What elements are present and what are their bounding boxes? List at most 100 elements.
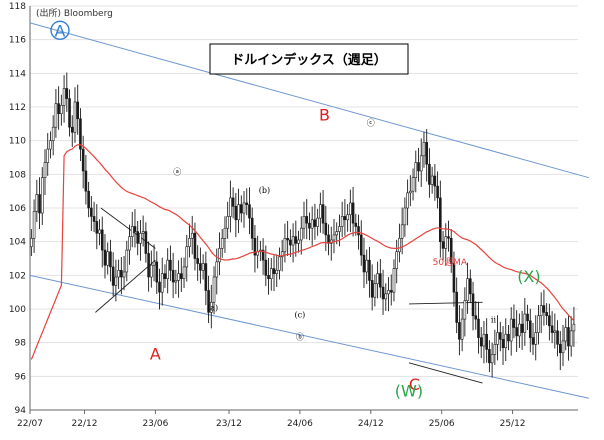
candle-body	[537, 315, 540, 333]
candle-body	[84, 170, 88, 192]
candle-body	[479, 337, 483, 347]
wave-label: (c)	[295, 310, 306, 319]
candle-body	[286, 238, 289, 241]
candle-body	[95, 221, 99, 234]
x-tick-label: 25/06	[429, 419, 455, 429]
wave-label: ii	[491, 315, 497, 324]
y-tick-label: 118	[9, 2, 26, 12]
candle-body	[150, 264, 153, 278]
candle-body	[302, 216, 306, 229]
candle-body	[177, 273, 180, 281]
candle-body	[32, 211, 36, 239]
candle-body	[174, 280, 178, 283]
candle-body	[111, 266, 115, 286]
candle-body	[458, 322, 461, 340]
candle-body	[38, 194, 41, 214]
candle-body	[430, 175, 434, 185]
candle-body	[351, 202, 355, 224]
axes	[29, 6, 578, 414]
candle-body	[539, 305, 543, 317]
candle-body	[234, 206, 238, 221]
triangle-line	[408, 301, 483, 305]
candle-body	[305, 216, 309, 224]
candle-body	[321, 204, 325, 224]
candle-body	[501, 338, 505, 349]
y-tick-label: 110	[9, 137, 26, 147]
y-tick-label: 116	[9, 36, 26, 46]
candle-body	[335, 231, 339, 236]
y-tick-label: 114	[9, 69, 26, 79]
candle-body	[73, 101, 77, 133]
candle-body	[231, 197, 235, 207]
weekly-candles	[30, 72, 576, 378]
candle-body	[324, 222, 328, 236]
candle-body	[120, 269, 123, 278]
candle-body	[87, 190, 90, 209]
candle-body	[147, 253, 150, 278]
candle-body	[139, 232, 142, 244]
candle-body	[422, 142, 426, 157]
candle-body	[561, 340, 565, 354]
x-tick-label: 25/12	[500, 419, 526, 429]
candle-body	[114, 276, 118, 286]
grid-lines	[30, 5, 578, 411]
candle-body	[548, 315, 551, 327]
candle-body	[471, 293, 475, 317]
candle-body	[534, 332, 538, 345]
candle-body	[30, 238, 33, 248]
candle-body	[512, 318, 516, 328]
candle-body	[68, 98, 71, 128]
candle-body	[297, 239, 300, 244]
candle-body	[507, 333, 510, 342]
candle-body	[278, 256, 281, 271]
candle-body	[569, 330, 573, 347]
candle-body	[100, 229, 104, 251]
candle-body	[498, 332, 502, 340]
wave-label: A	[55, 21, 66, 40]
candle-body	[49, 140, 52, 150]
candle-body	[357, 226, 360, 236]
candle-body	[346, 214, 349, 221]
candle-body	[92, 216, 96, 222]
wave-circle-a	[50, 20, 70, 40]
candle-body	[327, 234, 330, 244]
y-tick-label: 98	[15, 339, 27, 349]
candle-body	[436, 185, 439, 199]
candle-body	[428, 163, 431, 185]
wave-label: (W)	[395, 382, 423, 401]
wave-label: ⓒ	[367, 119, 375, 128]
x-tick-label: 22/12	[72, 419, 98, 429]
candle-body	[62, 88, 66, 106]
y-tick-label: 108	[9, 170, 26, 180]
y-tick-label: 104	[9, 238, 26, 248]
candle-body	[188, 238, 191, 248]
candle-body	[212, 276, 216, 303]
wave-label: ⓑ	[296, 332, 304, 341]
candle-body	[218, 248, 221, 263]
chart-title: ドルインデックス（週足）	[231, 52, 387, 68]
candle-body	[141, 231, 145, 234]
candle-body	[136, 231, 139, 244]
candle-body	[294, 236, 298, 244]
candle-body	[122, 271, 126, 278]
candle-body	[455, 291, 458, 323]
candle-body	[411, 177, 415, 192]
y-tick-label: 96	[15, 372, 27, 382]
x-tick-label: 23/12	[216, 419, 242, 429]
candle-body	[152, 261, 156, 266]
candle-body	[242, 202, 246, 214]
triangle-line	[408, 362, 483, 384]
candle-body	[441, 241, 445, 249]
wave-label: (a)	[207, 304, 218, 313]
candle-body	[338, 226, 341, 232]
candle-body	[35, 194, 39, 212]
candle-body	[109, 251, 112, 268]
candle-body	[51, 126, 55, 141]
candle-body	[185, 246, 189, 268]
candle-body	[373, 283, 377, 298]
candle-body	[490, 354, 494, 364]
candle-body	[531, 337, 535, 345]
candle-body	[193, 232, 197, 259]
candle-body	[376, 273, 379, 285]
candle-body	[542, 305, 546, 313]
